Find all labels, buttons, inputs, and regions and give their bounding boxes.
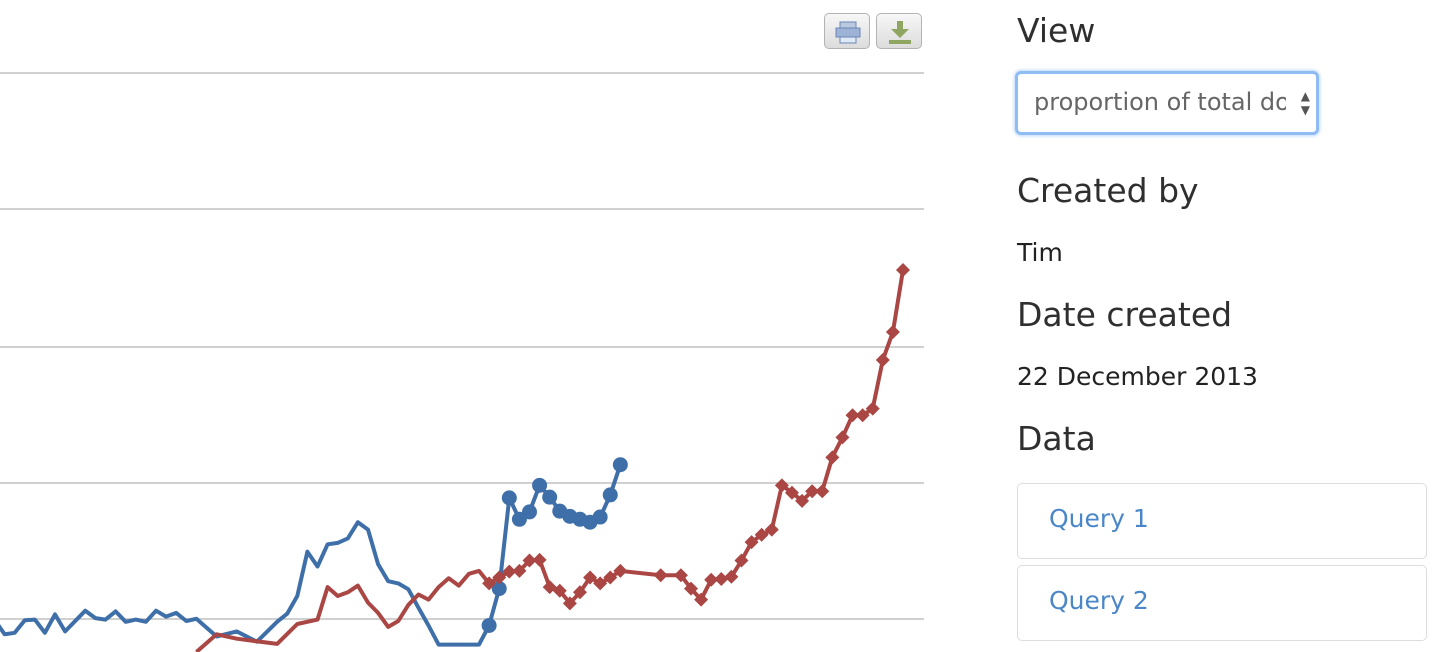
series-2-line — [195, 269, 905, 652]
query-label: Query 2 — [1049, 586, 1149, 615]
series-2-point[interactable] — [774, 478, 789, 493]
print-button[interactable] — [824, 13, 870, 49]
series-2-point[interactable] — [744, 535, 759, 550]
series-1-point[interactable] — [532, 477, 548, 493]
series-1-point[interactable] — [612, 457, 628, 473]
series-2-point[interactable] — [593, 576, 608, 591]
series-1-point[interactable] — [491, 581, 507, 597]
series-2-point[interactable] — [653, 568, 668, 583]
series-1-point[interactable] — [592, 509, 608, 525]
series-2-point[interactable] — [572, 585, 587, 600]
series-2-point[interactable] — [482, 576, 497, 591]
series-2-point[interactable] — [714, 571, 729, 586]
created-by-value: Tim — [1017, 238, 1063, 267]
series-2-point[interactable] — [724, 569, 739, 584]
series-2-point[interactable] — [835, 430, 850, 445]
series-2-point[interactable] — [684, 581, 699, 596]
series-2-point[interactable] — [845, 408, 860, 423]
created-by-heading: Created by — [1017, 171, 1199, 210]
series-2-point[interactable] — [784, 485, 799, 500]
series-2-point[interactable] — [512, 563, 527, 578]
series-2-point[interactable] — [855, 408, 870, 423]
series-2-point[interactable] — [815, 484, 830, 499]
series-2-point[interactable] — [502, 564, 517, 579]
series-2-point[interactable] — [532, 552, 547, 567]
query-1-link[interactable]: Query 1 — [1017, 483, 1427, 559]
data-heading: Data — [1017, 419, 1096, 458]
query-2-link[interactable]: Query 2 — [1017, 565, 1427, 641]
series-2-point[interactable] — [825, 450, 840, 465]
download-icon — [889, 21, 911, 44]
series-2-point[interactable] — [603, 570, 618, 585]
series-2-point[interactable] — [896, 263, 910, 278]
series-1-point[interactable] — [602, 487, 618, 503]
view-select-value: proportion of total documents — [1034, 88, 1286, 116]
series-2-point[interactable] — [754, 527, 769, 542]
series-2-point[interactable] — [865, 401, 880, 416]
series-1-line — [0, 464, 623, 647]
line-chart — [0, 72, 924, 652]
date-created-value: 22 December 2013 — [1017, 362, 1258, 391]
series-1-point[interactable] — [521, 504, 537, 520]
series-2-point[interactable] — [552, 583, 567, 598]
series-2-point[interactable] — [562, 596, 577, 611]
select-arrows-icon: ▲ ▼ — [1300, 89, 1310, 117]
series-2-point[interactable] — [492, 570, 507, 585]
chart-area — [0, 13, 924, 652]
series-2-point[interactable] — [613, 563, 628, 578]
series-2-point[interactable] — [704, 572, 719, 587]
series-2-point[interactable] — [694, 592, 709, 607]
series-2-point[interactable] — [522, 553, 537, 568]
series-1-point[interactable] — [501, 490, 517, 506]
series-2-point[interactable] — [764, 522, 779, 537]
series-1-point[interactable] — [542, 489, 558, 505]
query-label: Query 1 — [1049, 504, 1149, 533]
view-select[interactable]: proportion of total documents ▲▼ — [1015, 71, 1319, 135]
series-1-point[interactable] — [481, 617, 497, 633]
printer-icon — [835, 21, 861, 44]
view-heading: View — [1017, 11, 1096, 50]
series-2-point[interactable] — [734, 553, 749, 568]
series-2-point[interactable] — [875, 352, 890, 367]
series-2-point[interactable] — [673, 568, 688, 583]
download-button[interactable] — [876, 13, 922, 49]
series-2-point[interactable] — [583, 570, 598, 585]
series-2-point[interactable] — [805, 484, 820, 499]
date-created-heading: Date created — [1017, 295, 1233, 334]
series-2-point[interactable] — [885, 324, 900, 339]
series-2-point[interactable] — [795, 493, 810, 508]
